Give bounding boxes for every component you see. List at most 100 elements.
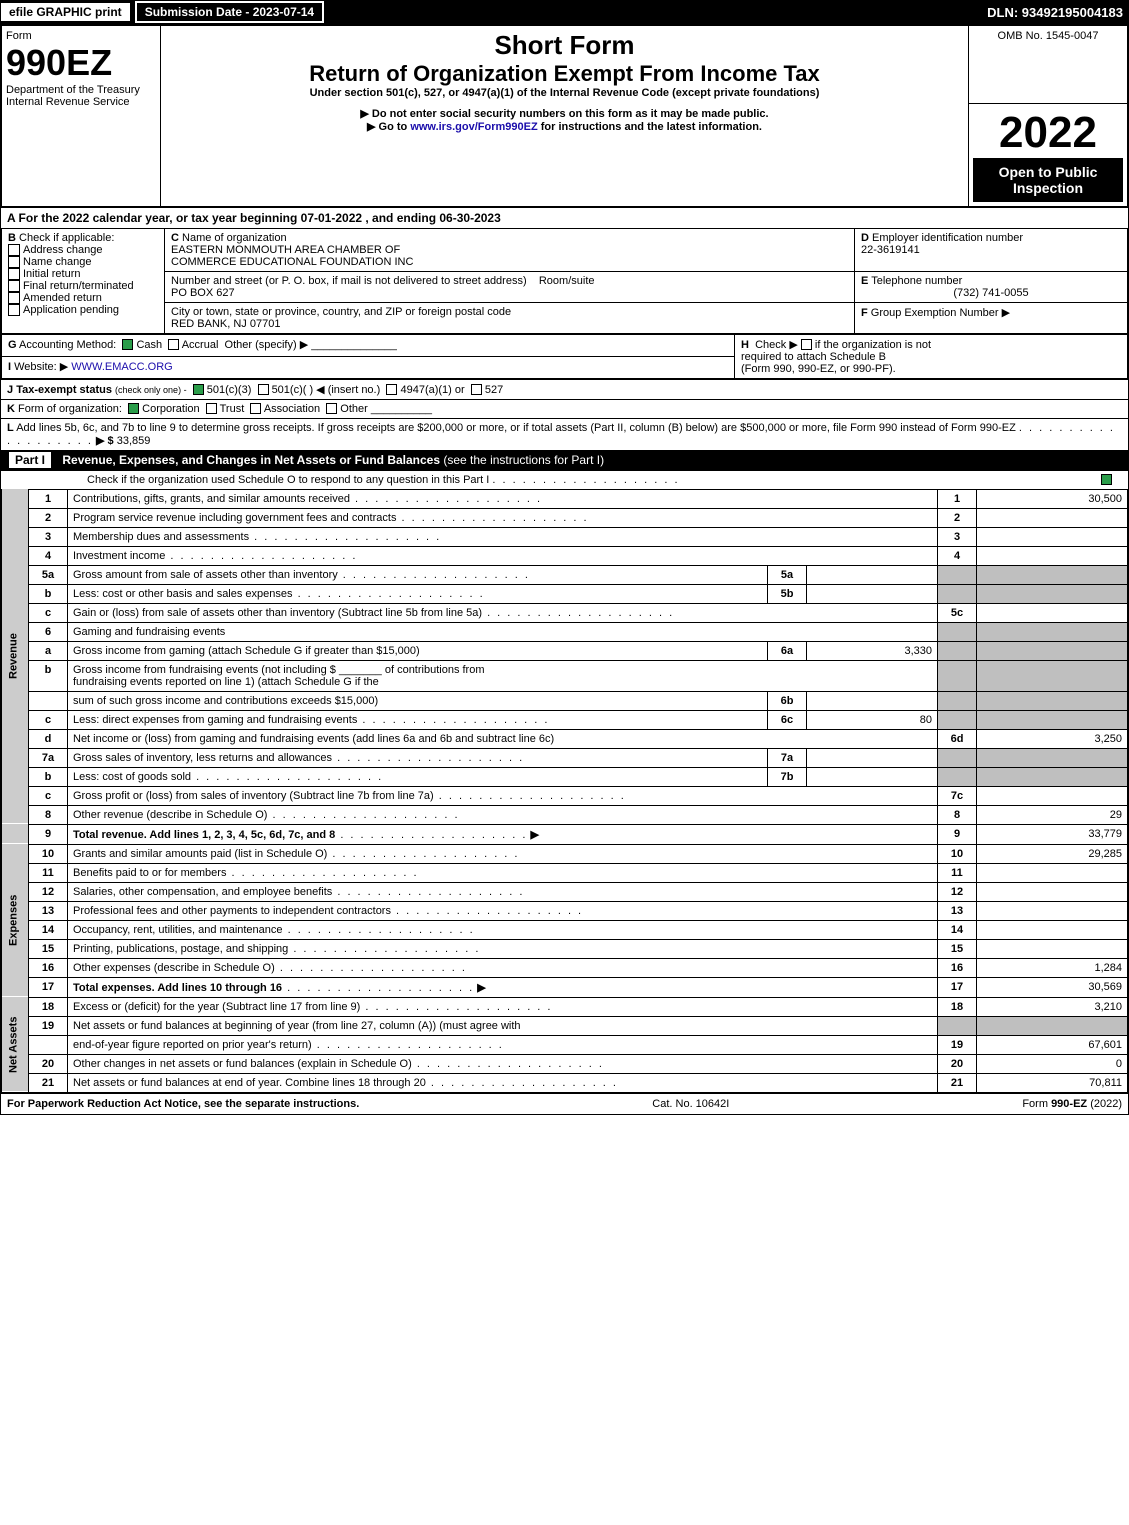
corporation-checkbox[interactable]	[128, 403, 139, 414]
app-pending-checkbox[interactable]	[8, 304, 20, 316]
line-ref: 19	[938, 1035, 977, 1054]
other-org-label: Other	[340, 403, 368, 415]
501c-checkbox[interactable]	[258, 384, 269, 395]
line-ref: 14	[938, 920, 977, 939]
line-amount: 29,285	[977, 844, 1128, 863]
shaded-cell	[938, 710, 977, 729]
4947-checkbox[interactable]	[386, 384, 397, 395]
g-header: G	[8, 339, 17, 351]
line-amount: 1,284	[977, 958, 1128, 977]
dept-label: Department of the Treasury	[6, 84, 140, 96]
initial-return-label: Initial return	[23, 268, 80, 280]
line-ref: 15	[938, 939, 977, 958]
name-change-checkbox[interactable]	[8, 256, 20, 268]
d-header: D	[861, 232, 869, 244]
cash-checkbox[interactable]	[122, 339, 133, 350]
line-amount	[977, 786, 1128, 805]
schedule-o-checkbox[interactable]	[1101, 474, 1112, 485]
inner-amount: 80	[807, 710, 938, 729]
527-label: 527	[485, 384, 503, 396]
shaded-cell	[977, 710, 1128, 729]
form-label: Form	[6, 30, 32, 42]
line-num: 11	[29, 863, 68, 882]
tel-value: (732) 741-0055	[861, 287, 1121, 299]
line-text: Other changes in net assets or fund bala…	[73, 1058, 412, 1070]
amended-return-checkbox[interactable]	[8, 292, 20, 304]
line-ref: 21	[938, 1073, 977, 1092]
efile-print-button[interactable]: efile GRAPHIC print	[0, 2, 131, 22]
line-ref: 17	[938, 977, 977, 997]
trust-checkbox[interactable]	[206, 403, 217, 414]
shaded-cell	[977, 660, 1128, 691]
line-text: Net assets or fund balances at beginning…	[73, 1020, 521, 1032]
line-num: 3	[29, 527, 68, 546]
h-text1: Check ▶	[755, 339, 798, 351]
irs-link[interactable]: www.irs.gov/Form990EZ	[410, 121, 537, 133]
line-num: 12	[29, 882, 68, 901]
line-num: 17	[29, 977, 68, 997]
line-text: Program service revenue including govern…	[73, 512, 396, 524]
accrual-checkbox[interactable]	[168, 339, 179, 350]
cat-number: Cat. No. 10642I	[652, 1098, 729, 1110]
part1-title: Revenue, Expenses, and Changes in Net As…	[62, 453, 440, 467]
footer-left: For Paperwork Reduction Act Notice, see …	[7, 1098, 359, 1110]
shaded-cell	[977, 748, 1128, 767]
revenue-side-label: Revenue	[2, 489, 29, 824]
line-num: 21	[29, 1073, 68, 1092]
line-num: 8	[29, 805, 68, 824]
amended-return-label: Amended return	[23, 292, 102, 304]
other-org-checkbox[interactable]	[326, 403, 337, 414]
ein-label: Employer identification number	[872, 232, 1023, 244]
schedule-b-checkbox[interactable]	[801, 339, 812, 350]
arrow-icon: ▶ $	[96, 435, 114, 447]
line-amount	[977, 920, 1128, 939]
inner-line-num: 5b	[768, 584, 807, 603]
footer-right: Form 990-EZ (2022)	[1022, 1098, 1122, 1110]
line-text: Benefits paid to or for members	[73, 867, 226, 879]
line-text: Net income or (loss) from gaming and fun…	[73, 733, 554, 745]
line-num: 15	[29, 939, 68, 958]
l-text: Add lines 5b, 6c, and 7b to line 9 to de…	[16, 422, 1016, 434]
line-ref: 9	[938, 824, 977, 844]
line-text: Excess or (deficit) for the year (Subtra…	[73, 1001, 360, 1013]
shaded-cell	[938, 1016, 977, 1035]
c-header: C	[171, 232, 179, 244]
line-amount: 30,569	[977, 977, 1128, 997]
line-amount: 67,601	[977, 1035, 1128, 1054]
line-num: 13	[29, 901, 68, 920]
inner-amount: 3,330	[807, 641, 938, 660]
line-num: b	[29, 660, 68, 691]
check-only-one: (check only one) -	[115, 385, 187, 395]
shaded-cell	[977, 622, 1128, 641]
line-ref: 7c	[938, 786, 977, 805]
line-text: Gross profit or (loss) from sales of inv…	[73, 790, 434, 802]
line-text: Salaries, other compensation, and employ…	[73, 886, 332, 898]
line-amount	[977, 546, 1128, 565]
line-num: 5a	[29, 565, 68, 584]
527-checkbox[interactable]	[471, 384, 482, 395]
line-num: 6	[29, 622, 68, 641]
line-num: a	[29, 641, 68, 660]
line-text: Occupancy, rent, utilities, and maintena…	[73, 924, 283, 936]
line-ref: 6d	[938, 729, 977, 748]
501c3-checkbox[interactable]	[193, 384, 204, 395]
arrow-icon: ▶	[530, 829, 538, 841]
association-checkbox[interactable]	[250, 403, 261, 414]
final-return-checkbox[interactable]	[8, 280, 20, 292]
subtitle-1: Under section 501(c), 527, or 4947(a)(1)…	[165, 87, 964, 99]
line-text: sum of such gross income and contributio…	[73, 695, 378, 707]
h-text2: if the organization is not	[815, 339, 931, 351]
website-link[interactable]: WWW.EMACC.ORG	[71, 361, 172, 373]
line-text: Professional fees and other payments to …	[73, 905, 391, 917]
addr-change-label: Address change	[23, 244, 103, 256]
arrow-icon: ▶	[1002, 307, 1010, 319]
line-num: d	[29, 729, 68, 748]
line-num: 2	[29, 508, 68, 527]
subtitle-2: ▶ Do not enter social security numbers o…	[165, 107, 964, 120]
addr-change-checkbox[interactable]	[8, 244, 20, 256]
line-amount: 33,779	[977, 824, 1128, 844]
shaded-cell	[938, 660, 977, 691]
line-text: Gross income from gaming (attach Schedul…	[73, 645, 420, 657]
line-text: Other expenses (describe in Schedule O)	[73, 962, 275, 974]
initial-return-checkbox[interactable]	[8, 268, 20, 280]
